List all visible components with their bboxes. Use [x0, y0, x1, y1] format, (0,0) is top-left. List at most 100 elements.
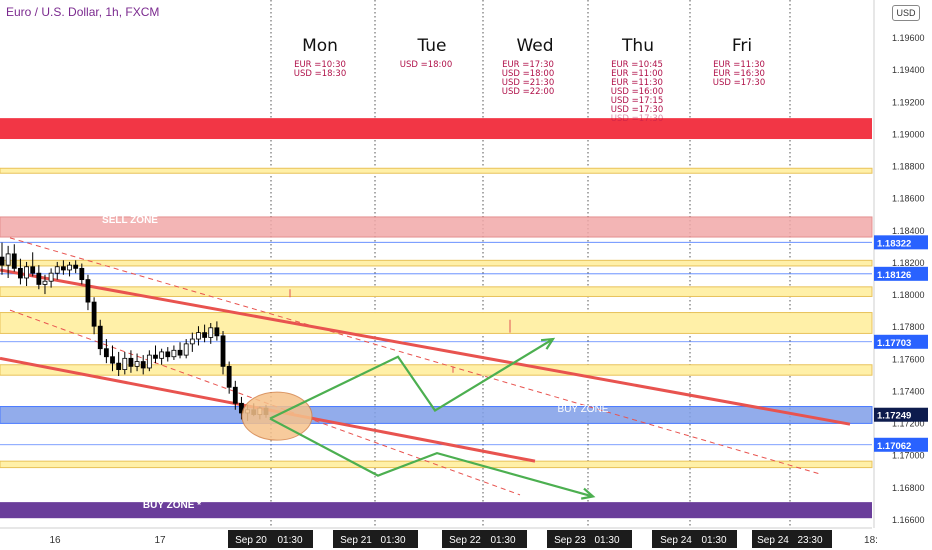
bearish-projection-arrow [269, 417, 594, 498]
sell-zone-label: SELL ZONE [102, 215, 158, 226]
buy-zone [0, 406, 873, 424]
candle-body [0, 256, 5, 266]
time-entry: USD =22:00 [501, 87, 555, 97]
time-label-bg [752, 530, 832, 548]
candle-body [116, 362, 122, 370]
buy-zone-star [0, 502, 872, 519]
day-label-thu: Thu [622, 36, 654, 56]
candle-body [48, 272, 54, 282]
day-label-tue: Tue [417, 36, 447, 56]
y-tick-label: 1.17800 [892, 322, 925, 332]
y-tick-label: 1.17200 [892, 419, 925, 429]
candle-body [67, 264, 72, 271]
times-wed: EUR =17:30 USD =18:00 USD =21:30 USD =22… [483, 61, 573, 97]
candle-body [134, 361, 140, 367]
y-tick-label: 1.17600 [892, 354, 925, 364]
levels-layer [0, 241, 872, 446]
candle-body [42, 280, 48, 285]
y-tick-label: 1.19400 [892, 65, 925, 75]
price-tag: 1.18126 [877, 270, 911, 281]
candle-body [220, 335, 226, 367]
time-label-bg [228, 530, 313, 548]
x-tick-label: 23:30 [797, 535, 822, 546]
x-tick-label: Sep 21 [340, 535, 372, 546]
candle-body [91, 301, 97, 327]
candle-body [202, 332, 208, 338]
price-tag-bg [874, 266, 928, 281]
arrows-layer [241, 337, 596, 500]
x-tick-label: Sep 20 [235, 535, 267, 546]
candle-body [5, 253, 11, 266]
candle-body [214, 327, 220, 337]
yellow-zone [0, 286, 873, 297]
candle-body [183, 343, 189, 356]
sell-zone [0, 216, 873, 238]
candle-body [110, 356, 115, 364]
day-label-wed: Wed [516, 36, 554, 56]
times-tue: USD =18:00 [381, 61, 471, 70]
yellow-zone [0, 259, 873, 267]
time-entry: USD =17:30 [610, 105, 664, 115]
price-tag: 1.17062 [877, 441, 911, 452]
candle-body [36, 272, 42, 285]
y-tick-label: 1.16800 [892, 483, 925, 493]
price-tag-bg [874, 407, 928, 422]
time-entry: USD =18:30 [293, 69, 347, 79]
time-entry: USD =17:30 [712, 78, 766, 88]
candle-body [226, 365, 232, 388]
upper-dashed-trendline [9, 237, 821, 475]
time-axis: 16 17 Sep 20 01:30 Sep 21 01:30 Sep 22 01:30 Sep… [0, 527, 932, 550]
bands-layer [0, 118, 873, 519]
y-tick-label: 1.17400 [892, 386, 925, 396]
buy-zone-star-label: BUY ZONE * [143, 500, 201, 511]
time-entry: EUR =11:00 [611, 69, 663, 79]
candle-body [18, 267, 23, 279]
y-tick-label: 1.18800 [892, 162, 925, 172]
time-entry: USD =17:30 [610, 114, 664, 124]
price-tag: 1.17249 [877, 411, 911, 422]
candle-body [196, 332, 201, 340]
candle-body [232, 386, 238, 404]
x-tick-label: 18: [864, 535, 878, 546]
x-tick-label: 01:30 [380, 535, 405, 546]
candle-body [85, 279, 91, 303]
yellow-zone [0, 364, 873, 376]
candle-body [97, 325, 103, 350]
x-tick-label: 16 [49, 535, 61, 546]
time-label-bg [547, 530, 632, 548]
price-tag-bg [874, 334, 928, 349]
bearish-arrowhead [580, 487, 596, 500]
buy-zone-label: BUY ZONE [558, 404, 609, 415]
x-tick-label: Sep 24 [757, 535, 789, 546]
candle-body [73, 264, 79, 269]
y-tick-label: 1.19200 [892, 97, 925, 107]
yellow-zone [0, 167, 873, 174]
price-tag-bg [874, 437, 928, 452]
time-label-bg [333, 530, 418, 548]
candle-body [177, 349, 183, 356]
time-entry: USD =21:30 [501, 78, 555, 88]
candle-body [146, 354, 152, 369]
bullish-projection-arrow [269, 338, 554, 420]
time-entry: USD =17:15 [610, 96, 664, 106]
time-entry: EUR =10:30 [294, 60, 346, 70]
x-tick-label: 01:30 [594, 535, 619, 546]
time-entry: USD =18:00 [399, 60, 453, 70]
candle-body [54, 266, 60, 274]
candle-body [103, 348, 109, 358]
y-tick-label: 1.19600 [892, 33, 925, 43]
x-tick-label: 01:30 [701, 535, 726, 546]
x-tick-label: Sep 23 [554, 535, 586, 546]
time-entry: EUR =17:30 [502, 60, 554, 70]
price-tag: 1.18322 [877, 238, 911, 249]
candle-body [24, 266, 29, 279]
chart-title: Euro / U.S. Dollar, 1h, FXCM [6, 5, 160, 19]
x-tick-label: 17 [154, 535, 166, 546]
time-label-bg [442, 530, 527, 548]
candle-body [79, 267, 85, 281]
candle-body [30, 266, 36, 274]
candle-body [171, 349, 177, 358]
price-tag-bg [874, 235, 928, 250]
currency-badge[interactable]: USD [892, 5, 920, 21]
